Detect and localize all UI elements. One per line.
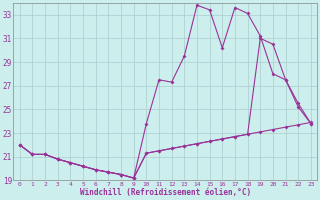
X-axis label: Windchill (Refroidissement éolien,°C): Windchill (Refroidissement éolien,°C) (80, 188, 251, 197)
